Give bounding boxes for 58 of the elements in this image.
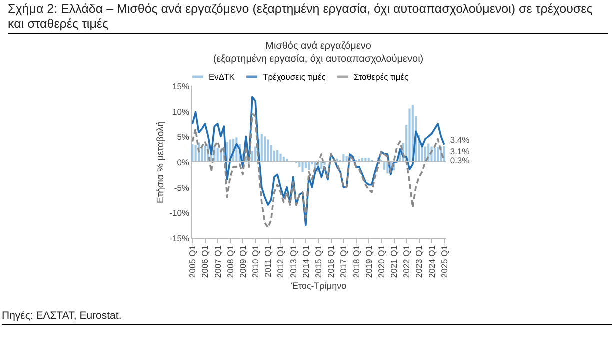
y-tick-label: 0% [177, 158, 190, 168]
bar [437, 147, 440, 162]
bar [320, 162, 323, 170]
bar [260, 134, 263, 162]
y-tick-label: 5% [177, 132, 190, 142]
y-tick-label: -10% [170, 208, 190, 218]
x-tick-label: 2021 Q1 [389, 245, 400, 278]
text: Πηγές: ΕΛΣΤΑΤ, Eurostat. [2, 310, 612, 325]
y-tick-label: 15% [172, 82, 190, 92]
x-tick-label: 2009 Q1 [238, 245, 248, 278]
annotation: 3.1% [450, 146, 470, 156]
legend-label: ΕνΔΤΚ [209, 72, 236, 82]
x-tick-label: 2008 Q1 [225, 245, 236, 278]
y-axis-title: Ετήσια % μεταβολή [156, 122, 167, 204]
bar [267, 140, 270, 162]
y-tick-label: 10% [172, 106, 190, 117]
annotation: 3.4% [450, 134, 470, 145]
bar [276, 150, 279, 162]
x-tick-label: 2007 Q1 [212, 245, 223, 278]
bar [280, 154, 282, 162]
x-tick-label: 2018 Q1 [351, 245, 362, 278]
chart-subtitle: Μισθός ανά εργαζόμενο (εξαρτημένη εργασία, όχι αυτοαπασχολούμενοι) [213, 41, 424, 65]
bar [384, 162, 386, 170]
bar [308, 162, 310, 170]
bar [194, 145, 197, 162]
bar [251, 151, 254, 162]
x-tick-label: 2025 Q1 [439, 245, 450, 278]
bar [342, 154, 345, 162]
y-tick-label: -15% [170, 234, 190, 244]
y-tick-label: -5% [174, 182, 190, 193]
annotation: 0.3% [450, 155, 470, 166]
x-tick-label: 2019 Q1 [364, 245, 374, 278]
x-tick-label: 2006 Q1 [200, 245, 210, 278]
x-tick-label: 2015 Q1 [314, 245, 324, 278]
bar [434, 148, 436, 162]
bar [302, 162, 304, 172]
bar [204, 146, 206, 162]
bar [216, 148, 219, 162]
x-tick-label: 2013 Q1 [288, 245, 298, 278]
x-tick-label: 2010 Q1 [250, 245, 261, 278]
bar [192, 144, 194, 162]
legend-label: Σταθερές τιμές [354, 72, 409, 82]
x-tick-label: 2005 Q1 [188, 245, 198, 278]
x-tick-label: 2012 Q1 [276, 245, 286, 278]
x-tick-label: 2011 Q1 [263, 245, 274, 278]
legend-label: Τρέχουσεις τιμές [263, 72, 326, 82]
x-tick-label: 2020 Q1 [376, 245, 386, 278]
x-tick-label: 2023 Q1 [414, 245, 424, 278]
x-tick-label: 2024 Q1 [426, 245, 437, 278]
bar [264, 136, 266, 162]
bar [408, 108, 411, 162]
bar [443, 146, 446, 162]
x-tick-label: 2014 Q1 [300, 245, 311, 278]
x-tick-label: 2017 Q1 [338, 245, 349, 278]
chart-title: Σχήμα 2: Ελλάδα – Μισθός ανά εργαζόμενο (εξαρτημένη εργασία, όχι αυτοαπασχολούμενοι) σε τρέχουσες και σταθερές τιμές [8, 2, 608, 34]
x-tick-label: 2016 Q1 [326, 245, 336, 278]
x-axis-title: Έτος-Τρίμηνο [290, 281, 347, 292]
x-tick-label: 2022 Q1 [402, 245, 412, 278]
